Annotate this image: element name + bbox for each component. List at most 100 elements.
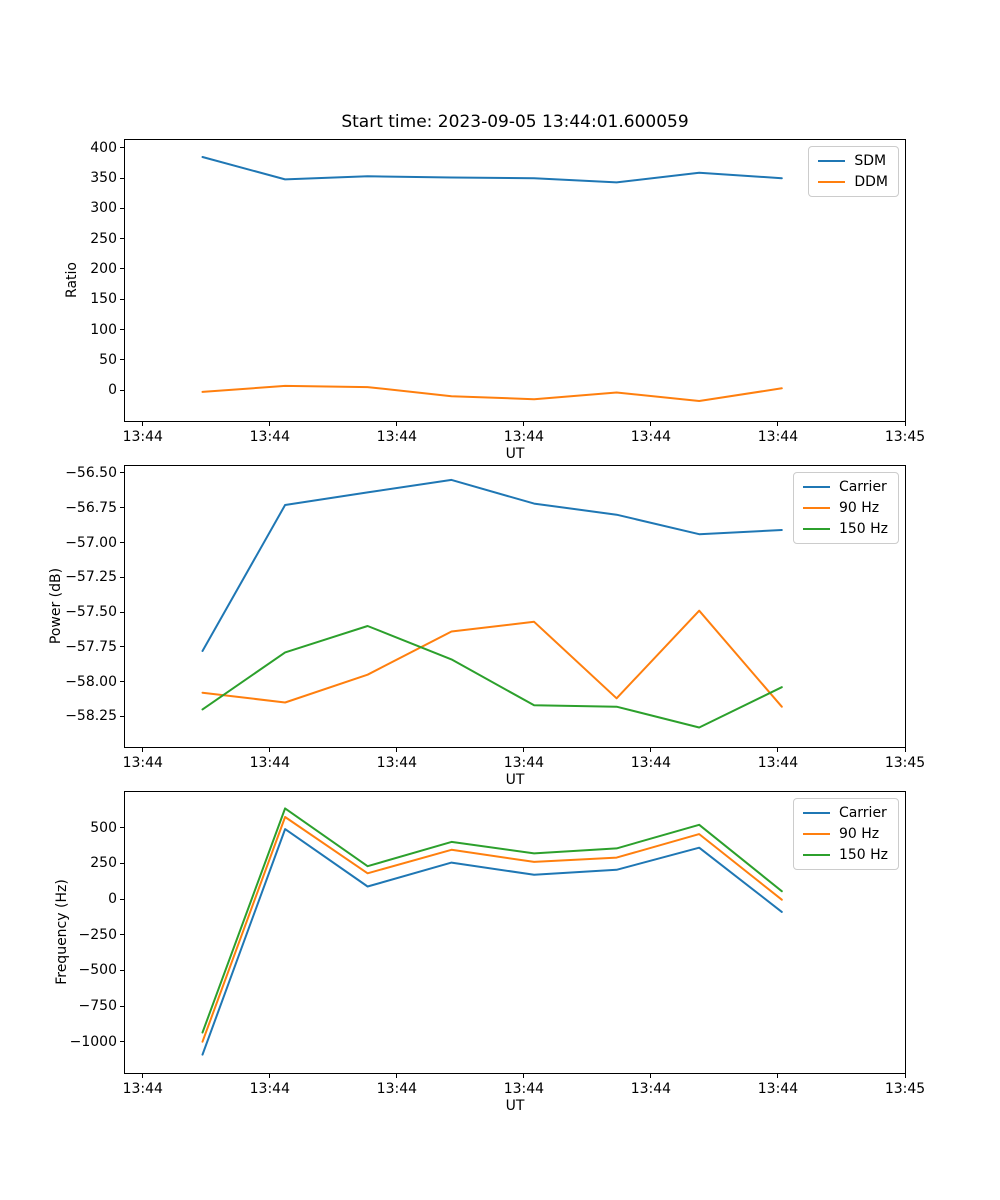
legend-entry: 90 Hz xyxy=(802,826,888,842)
y-tick-mark xyxy=(120,576,124,578)
legend-entry: Carrier xyxy=(802,479,888,495)
y-tick-mark xyxy=(120,389,124,391)
legend-label: 90 Hz xyxy=(838,500,880,516)
legend-line-sample xyxy=(818,160,846,162)
x-tick-mark xyxy=(396,422,398,426)
x-tick-label: 13:44 xyxy=(630,429,672,445)
y-tick-mark xyxy=(120,298,124,300)
y-axis-label-power: Power (dB) xyxy=(48,567,64,645)
plot-area-ratio: SDM DDM 0 50 100 150 200 250 300 350 400 13:44 13:4… xyxy=(90,139,925,445)
y-tick-mark xyxy=(120,238,124,240)
x-tick-label: 13:44 xyxy=(249,429,290,445)
x-tick-mark xyxy=(142,1074,144,1078)
x-tick-label: 13:44 xyxy=(757,1081,799,1097)
y-tick-mark xyxy=(120,1041,124,1043)
x-tick-mark xyxy=(269,422,271,426)
y-tick-label: 300 xyxy=(90,200,117,217)
x-tick-mark xyxy=(523,422,525,426)
line-ddm xyxy=(201,384,783,402)
y-tick-label: 0 xyxy=(108,382,117,399)
x-axis-label-power: UT xyxy=(505,772,525,788)
legend-entry: 150 Hz xyxy=(802,847,888,863)
line-sdm xyxy=(201,156,783,184)
y-tick-label: 350 xyxy=(90,170,117,187)
legend-line-sample xyxy=(802,486,830,488)
legend-line-sample xyxy=(802,812,830,814)
legend-label: 150 Hz xyxy=(838,847,888,863)
y-tick-mark xyxy=(120,646,124,648)
legend-line-sample xyxy=(802,833,830,835)
y-tick-mark xyxy=(120,542,124,543)
y-tick-label: −57.50 xyxy=(65,604,117,621)
y-tick-label: −250 xyxy=(78,926,117,943)
x-tick-mark xyxy=(523,748,525,752)
x-tick-mark xyxy=(142,748,144,752)
legend-entry: 90 Hz xyxy=(802,500,888,516)
x-tick-mark xyxy=(396,1074,398,1078)
legend-label: DDM xyxy=(854,174,888,190)
legend-line-sample xyxy=(802,528,830,530)
legend-ratio: SDM DDM xyxy=(808,146,899,197)
line-carrier xyxy=(201,478,783,652)
y-tick-label: −56.75 xyxy=(65,499,117,516)
legend-entry: 150 Hz xyxy=(802,521,888,537)
y-tick-label: −57.75 xyxy=(65,638,117,655)
y-tick-mark xyxy=(120,715,124,717)
y-tick-label: −750 xyxy=(78,998,117,1015)
legend-line-sample xyxy=(802,854,830,856)
x-tick-mark xyxy=(396,748,398,752)
series-lines-power xyxy=(201,478,783,729)
x-tick-label: 13:44 xyxy=(376,755,418,771)
x-tick-label: 13:45 xyxy=(884,429,926,445)
x-tick-mark xyxy=(904,422,906,426)
y-tick-label: 500 xyxy=(90,819,117,836)
y-tick-label: 200 xyxy=(90,260,117,277)
y-tick-mark xyxy=(120,934,124,936)
x-tick-mark xyxy=(904,1074,906,1078)
x-tick-label: 13:44 xyxy=(376,429,418,445)
x-tick-label: 13:44 xyxy=(122,1081,163,1097)
line-150-hz xyxy=(201,807,783,1034)
y-tick-label: 50 xyxy=(99,351,117,368)
x-tick-mark xyxy=(269,748,271,752)
x-tick-mark xyxy=(650,422,652,426)
x-tick-mark xyxy=(269,1074,271,1078)
y-tick-label: 100 xyxy=(90,321,117,338)
y-tick-mark xyxy=(120,329,124,331)
legend-label: 90 Hz xyxy=(838,826,880,842)
x-tick-label: 13:44 xyxy=(376,1081,418,1097)
line-90-hz xyxy=(201,816,783,1043)
y-tick-label: −56.50 xyxy=(65,464,117,481)
y-tick-label: −500 xyxy=(78,962,117,979)
y-tick-mark xyxy=(120,1005,124,1007)
x-tick-label: 13:44 xyxy=(757,755,799,771)
x-tick-label: 13:44 xyxy=(630,1081,672,1097)
x-tick-mark xyxy=(650,1074,652,1078)
x-axis-label-frequency: UT xyxy=(505,1098,525,1114)
y-tick-label: 150 xyxy=(90,291,117,308)
y-tick-label: −57.25 xyxy=(65,569,117,586)
y-tick-label: 250 xyxy=(90,855,117,872)
x-tick-label: 13:44 xyxy=(630,755,672,771)
y-tick-label: −58.25 xyxy=(65,708,117,725)
y-tick-mark xyxy=(120,827,124,829)
y-tick-label: 0 xyxy=(108,891,117,908)
line-carrier xyxy=(201,828,783,1056)
y-tick-label: 400 xyxy=(90,139,117,156)
x-tick-label: 13:44 xyxy=(503,429,545,445)
x-tick-mark xyxy=(777,748,779,752)
y-tick-label: −1000 xyxy=(69,1033,117,1050)
x-tick-label: 13:44 xyxy=(249,755,290,771)
series-lines-frequency xyxy=(201,807,783,1056)
legend-label: 150 Hz xyxy=(838,521,888,537)
y-tick-mark xyxy=(120,681,124,683)
y-tick-mark xyxy=(120,177,124,179)
x-tick-mark xyxy=(523,1074,525,1078)
legend-entry: SDM xyxy=(818,153,888,169)
y-axis-label-ratio: Ratio xyxy=(64,262,80,298)
x-tick-mark xyxy=(777,422,779,426)
y-tick-mark xyxy=(120,207,124,209)
legend-label: Carrier xyxy=(838,479,887,495)
legend-line-sample xyxy=(802,507,830,509)
